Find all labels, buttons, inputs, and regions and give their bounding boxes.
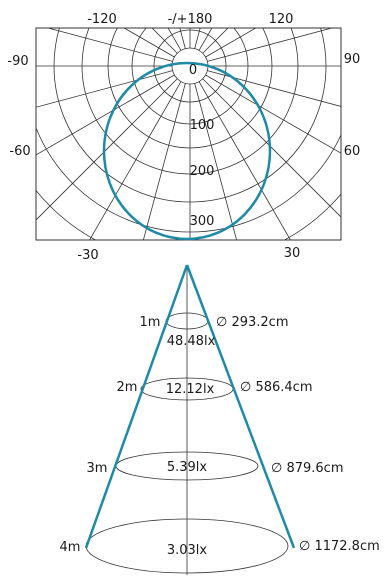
angle-label-120: 120	[269, 12, 294, 27]
diameter-label-4m: ∅ 1172.8cm	[299, 539, 380, 554]
diameter-label-3m: ∅ 879.6cm	[271, 461, 343, 476]
illuminance-label-4m: 3.03lx	[167, 543, 208, 558]
polar-intensity-diagram: -120 -/+180 120 -90 90 -60 60 -30 30 0 1…	[7, 12, 361, 263]
polar-grid-spoke	[36, 70, 173, 108]
polar-grid-spoke	[36, 78, 178, 221]
illuminance-label-2m: 12.12lx	[166, 382, 215, 397]
angle-label-neg120: -120	[87, 12, 117, 27]
polar-grid-spoke	[207, 28, 334, 62]
cone-edge-right	[185, 264, 296, 549]
polar-grid	[36, 28, 341, 240]
angle-label-180: -/+180	[168, 12, 213, 27]
radial-label-0: 0	[189, 63, 197, 78]
polar-grid-spoke	[46, 28, 173, 62]
angle-label-neg90: -90	[7, 54, 28, 69]
illuminance-label-1m: 48.48lx	[167, 334, 216, 349]
polar-grid-spoke	[205, 28, 257, 58]
angle-label-90: 90	[344, 52, 361, 67]
illuminance-label-3m: 5.39lx	[167, 460, 208, 475]
angle-label-30: 30	[284, 246, 301, 261]
polar-grid-spoke	[89, 81, 182, 240]
polar-grid-spoke	[198, 81, 291, 240]
polar-grid-spoke	[142, 83, 186, 240]
polar-grid-spoke	[123, 28, 175, 58]
diameter-label-1m: ∅ 293.2cm	[216, 315, 288, 330]
distance-label-4m: 4m	[60, 540, 81, 555]
distance-label-2m: 2m	[117, 380, 138, 395]
angle-label-neg30: -30	[77, 248, 98, 263]
angle-label-60: 60	[344, 144, 361, 159]
angle-label-neg60: -60	[9, 144, 30, 159]
polar-grid-spoke	[205, 74, 341, 154]
diameter-label-2m: ∅ 586.4cm	[240, 380, 312, 395]
polar-grid-spoke	[36, 74, 175, 156]
distance-label-3m: 3m	[87, 461, 108, 476]
beam-cone-diagram: 1m 2m 3m 4m 48.48lx 12.12lx 5.39lx 3.03l…	[60, 264, 380, 575]
cone-edge-left	[84, 264, 189, 549]
radial-label-200: 200	[190, 164, 215, 179]
radial-label-100: 100	[190, 118, 215, 133]
distance-label-1m: 1m	[140, 315, 161, 330]
polar-grid-spoke	[202, 78, 341, 218]
polar-grid-circle	[36, 238, 38, 240]
intensity-curve	[102, 61, 272, 241]
polar-grid-spoke	[207, 70, 341, 107]
radial-label-300: 300	[190, 214, 215, 229]
polar-grid-spoke	[194, 83, 238, 240]
polar-frame	[35, 27, 342, 241]
